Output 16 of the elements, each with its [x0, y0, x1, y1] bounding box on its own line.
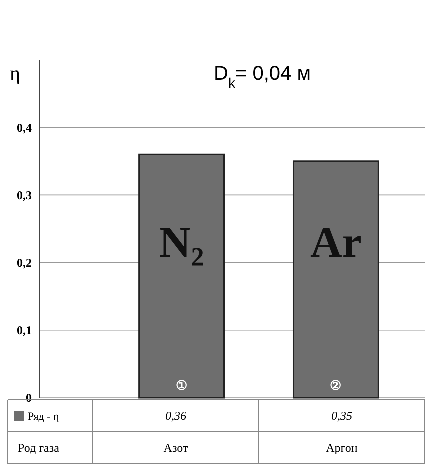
y-axis-title: η [10, 63, 20, 85]
y-tick-label: 0,2 [17, 256, 32, 270]
x-axis-title: Род газа [18, 441, 60, 456]
x-tick-label: Аргон [326, 441, 358, 456]
chart-title: D$_{k}$= 0,04 м [214, 63, 311, 91]
y-tick-label: 0,1 [17, 324, 32, 338]
annotation: N₂ [159, 218, 204, 268]
data-label: 0,36 [166, 409, 186, 424]
y-tick-label: 0,4 [17, 120, 32, 135]
annotation: Ar [310, 218, 362, 268]
legend-label: Ряд - η [28, 410, 60, 423]
data-label: 0,35 [332, 409, 352, 424]
annotation: ② [330, 378, 342, 393]
x-tick-label: Азот [164, 441, 189, 456]
y-tick-label: 0,3 [17, 188, 32, 202]
annotation: ① [176, 378, 188, 393]
